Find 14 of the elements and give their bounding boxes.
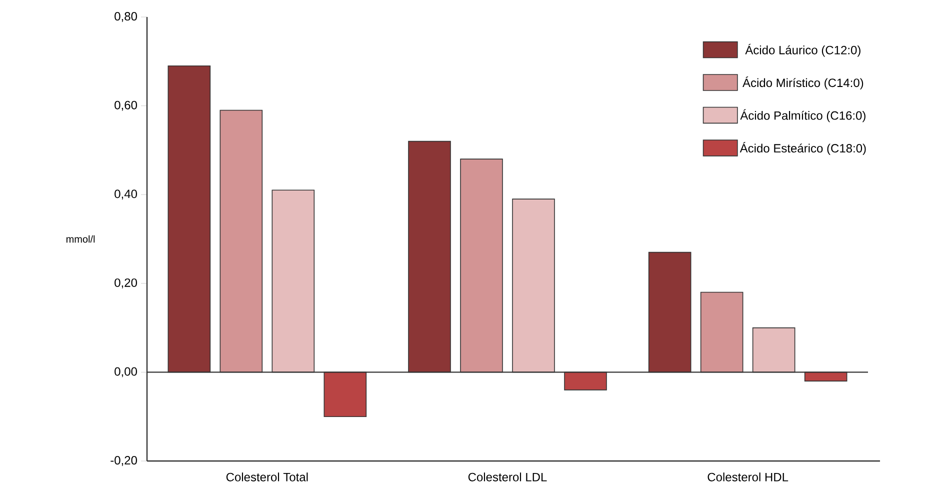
y-tick-label: 0,00: [114, 367, 138, 378]
y-tick-label: 0,60: [114, 100, 138, 111]
y-tick-label: -0,20: [110, 456, 138, 466]
x-tick-label: Colesterol Total: [226, 472, 308, 482]
x-tick-label: Colesterol LDL: [468, 472, 547, 482]
legend-label: Ácido Mirístico (C14:0): [742, 76, 864, 90]
x-tick-label: Colesterol HDL: [708, 472, 788, 482]
y-tick-label: 0,20: [114, 278, 138, 288]
y-axis-title: mmol/l: [66, 235, 95, 243]
legend-label: Ácido Palmítico (C16:0): [740, 109, 866, 122]
y-tick-label: 0,40: [114, 190, 138, 200]
y-tick-label: 0,80: [114, 12, 138, 22]
legend-label: Ácido Esteárico (C18:0): [740, 142, 866, 155]
legend-label: Ácido Láurico (C12:0): [745, 44, 860, 57]
